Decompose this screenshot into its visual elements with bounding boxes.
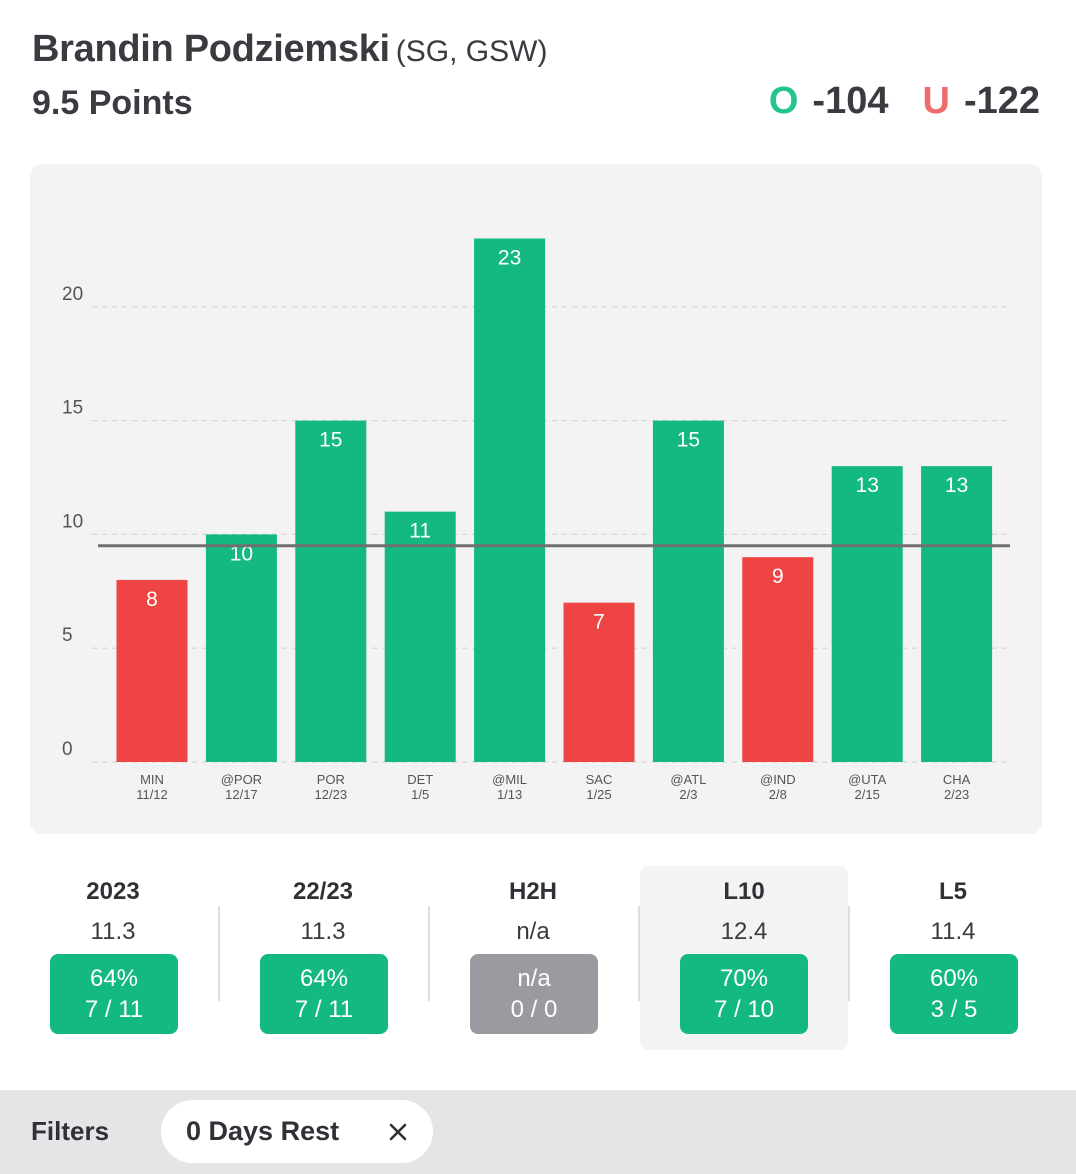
header: Brandin Podziemski (SG, GSW) 9.5 Points O…: [32, 24, 1040, 134]
x-tick-label: CHA: [943, 772, 971, 787]
x-tick-label: DET: [407, 772, 433, 787]
x-tick-date: 1/25: [586, 787, 611, 802]
bar-value-label: 15: [677, 429, 700, 452]
stat-label: L5: [938, 878, 967, 905]
divider: [638, 906, 640, 1001]
bar-value-label: 13: [945, 474, 968, 497]
divider: [848, 906, 850, 1001]
bar-value-label: 8: [146, 588, 158, 611]
stat-label: 22/23: [292, 878, 354, 905]
close-icon[interactable]: [385, 1119, 411, 1145]
stats-row: 2023 11.3 64% 7 / 11 22/23 11.3 64% 7 / …: [8, 866, 1068, 1052]
bar: [205, 534, 277, 762]
x-tick-label: SAC: [586, 772, 613, 787]
bar-value-label: 9: [772, 565, 784, 588]
x-tick-label: @POR: [221, 772, 262, 787]
x-tick-label: @MIL: [492, 772, 527, 787]
stat-hit-record: 3 / 5: [930, 996, 978, 1023]
x-tick-date: 12/23: [315, 787, 348, 802]
over-label[interactable]: O: [768, 80, 799, 122]
filter-chip-days-rest[interactable]: 0 Days Rest: [161, 1100, 433, 1163]
bar-value-label: 10: [230, 542, 253, 565]
under-label[interactable]: U: [922, 80, 950, 122]
x-tick-label: @ATL: [670, 772, 706, 787]
bar: [384, 511, 456, 762]
stat-average: 11.3: [90, 918, 136, 945]
divider: [218, 906, 220, 1001]
stat-hit-percent: 64%: [299, 965, 349, 992]
stat-hit-record: 0 / 0: [510, 996, 558, 1023]
under-odds[interactable]: -122: [963, 80, 1040, 122]
stat-hit-rate-pill: 64% 7 / 11: [50, 954, 178, 1034]
y-tick-label: 10: [62, 511, 83, 532]
x-tick-date: 11/12: [136, 787, 168, 802]
bar-value-label: 23: [498, 247, 521, 270]
x-tick-label: @UTA: [848, 772, 887, 787]
y-tick-label: 0: [62, 739, 73, 760]
filters-label: Filters: [31, 1116, 110, 1146]
bar: [474, 238, 546, 762]
stat-hit-percent: n/a: [517, 965, 551, 992]
stat-average: n/a: [516, 918, 550, 945]
stat-hit-percent: 60%: [929, 965, 979, 992]
x-tick-label: POR: [317, 772, 345, 787]
player-name: Brandin Podziemski: [32, 28, 390, 70]
bar: [652, 420, 724, 762]
stat-hit-rate-pill: 70% 7 / 10: [680, 954, 808, 1034]
player-line: Brandin Podziemski (SG, GSW): [32, 28, 547, 71]
player-position-team: (SG, GSW): [395, 35, 548, 68]
stat-col-2023[interactable]: 2023 11.3 64% 7 / 11: [8, 866, 218, 1050]
stat-hit-rate-pill: n/a 0 / 0: [470, 954, 598, 1034]
stat-hit-percent: 70%: [719, 965, 769, 992]
stat-label: H2H: [508, 878, 557, 905]
stat-average: 11.4: [930, 918, 976, 945]
bar: [563, 602, 635, 762]
bar-value-label: 13: [856, 474, 879, 497]
stat-hit-percent: 64%: [89, 965, 139, 992]
stat-average: 12.4: [720, 918, 768, 945]
bar: [742, 557, 814, 762]
prop-line: 9.5 Points: [32, 84, 193, 122]
x-tick-label: MIN: [140, 772, 164, 787]
x-tick-label: @IND: [760, 772, 796, 787]
stat-average: 11.3: [300, 918, 346, 945]
y-tick-label: 15: [62, 398, 83, 419]
over-odds[interactable]: -104: [812, 80, 889, 122]
chart-card: 0 5 10 15 20 8 MIN 11/12 10 @POR 12/17 15 POR 12/23 11…: [30, 164, 1042, 834]
stat-hit-record: 7 / 10: [713, 996, 775, 1023]
x-tick-date: 2/8: [769, 787, 787, 802]
x-tick-date: 1/5: [411, 787, 429, 802]
x-tick-date: 1/13: [497, 787, 522, 802]
stat-col-l10[interactable]: L10 12.4 70% 7 / 10: [640, 866, 848, 1050]
bar: [116, 579, 188, 762]
stat-col-l5[interactable]: L5 11.4 60% 3 / 5: [848, 866, 1058, 1050]
filter-chip-label: 0 Days Rest: [186, 1116, 340, 1146]
x-tick-date: 12/17: [225, 787, 258, 802]
y-tick-label: 20: [62, 284, 83, 305]
bar: [295, 420, 367, 762]
bar: [831, 466, 903, 762]
stat-hit-record: 7 / 11: [294, 996, 354, 1023]
filters-bar: Filters 0 Days Rest: [0, 1090, 1076, 1174]
bar-value-label: 15: [319, 429, 342, 452]
y-tick-label: 5: [62, 625, 73, 646]
stat-label: 2023: [86, 878, 140, 905]
stat-col-22-23[interactable]: 22/23 11.3 64% 7 / 11: [218, 866, 428, 1050]
x-tick-date: 2/3: [679, 787, 697, 802]
bar-value-label: 7: [593, 611, 605, 634]
stat-hit-record: 7 / 11: [84, 996, 144, 1023]
stat-label: L10: [723, 878, 765, 905]
bar-value-label: 11: [409, 520, 431, 543]
x-tick-date: 2/15: [855, 787, 880, 802]
x-tick-date: 2/23: [944, 787, 969, 802]
stat-col-h2h[interactable]: H2H n/a n/a 0 / 0: [428, 866, 638, 1050]
bar: [921, 466, 993, 762]
stat-hit-rate-pill: 64% 7 / 11: [260, 954, 388, 1034]
odds: O -104 U -122: [769, 80, 1040, 123]
divider: [428, 906, 430, 1001]
stat-hit-rate-pill: 60% 3 / 5: [890, 954, 1018, 1034]
